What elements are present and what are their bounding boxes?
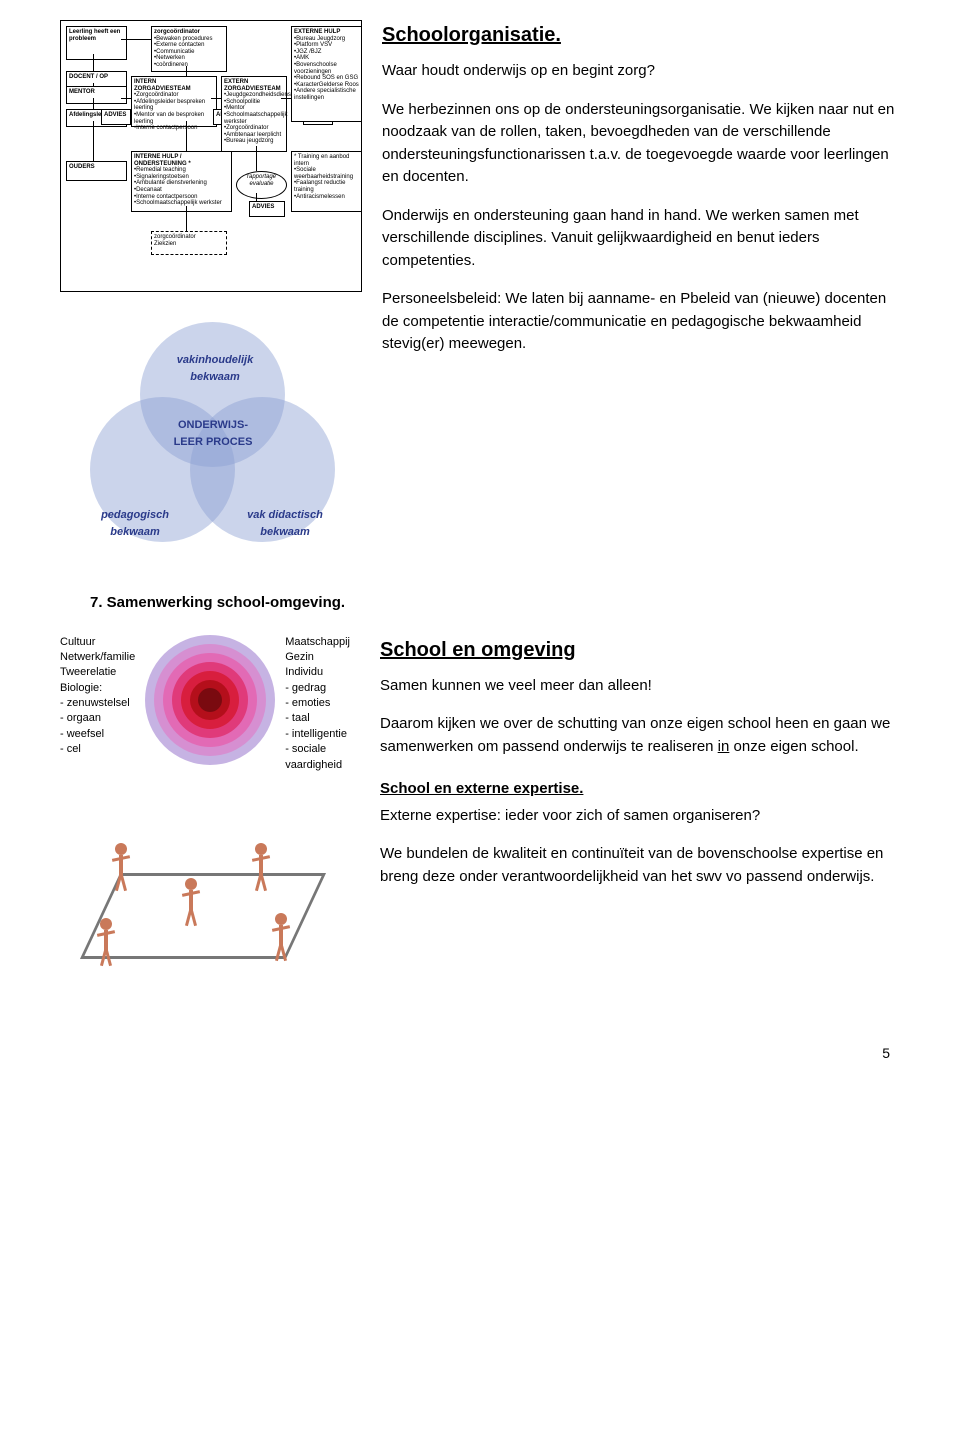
target-labels-left: CultuurNetwerk/familieTweerelatieBiologi… <box>60 635 135 758</box>
flowchart-zorgco-bottom: zorgcoördinatorZiekzien <box>151 231 227 255</box>
section2-para1-underlined: in <box>718 738 730 755</box>
target-label-left: Cultuur <box>60 635 135 650</box>
target-label-left: - cel <box>60 742 135 757</box>
flowchart-box: MENTOR <box>66 86 127 104</box>
flowchart-connector <box>256 146 257 171</box>
target-label-right: - intelligentie <box>285 727 360 742</box>
flowchart-connector <box>256 193 257 201</box>
flowchart-connector <box>281 98 291 99</box>
flowchart-box: ADVIES <box>249 201 285 217</box>
people-sketch <box>60 813 360 983</box>
section1-text: Schoolorganisatie. Waar houdt onderwijs … <box>382 20 900 372</box>
target-label-right: - gedrag <box>285 681 360 696</box>
page-number: 5 <box>60 1043 900 1064</box>
target-label-right: Individu <box>285 665 360 680</box>
section2-intro: Samen kunnen we veel meer dan alleen! <box>380 675 900 698</box>
section2-sub1-q: Externe expertise: ieder voor zich of sa… <box>380 805 900 828</box>
section2-para1: Daarom kijken we over de schutting van o… <box>380 713 900 758</box>
section2-para2: We bundelen de kwaliteit en continuïteit… <box>380 843 900 888</box>
section1-title: Schoolorganisatie. <box>382 20 900 50</box>
flowchart-connector <box>186 121 187 151</box>
target-label-right: - sociale vaardigheid <box>285 742 360 773</box>
flowchart-box: INTERN ZORGADVIESTEAM•Zorgcoördinator•Af… <box>131 76 217 127</box>
section-school-omgeving: CultuurNetwerk/familieTweerelatieBiologi… <box>60 635 900 984</box>
target-label-left: - zenuwstelsel <box>60 696 135 711</box>
flowchart-box: EXTERNE HULP•Bureau Jeugdzorg•Platform V… <box>291 26 362 122</box>
target-label-right: - taal <box>285 711 360 726</box>
flowchart-box: zorgcoördinator•Bewaken procedures•Exter… <box>151 26 227 72</box>
section1-para1: We herbezinnen ons op de ondersteuningso… <box>382 99 900 189</box>
target-ring <box>198 688 222 712</box>
flowchart-connector <box>93 54 94 71</box>
flowchart-box: OUDERS <box>66 161 127 181</box>
target-label-right: Maatschappij <box>285 635 360 650</box>
target-label-left: Biologie: <box>60 681 135 696</box>
target-label-left: Tweerelatie <box>60 665 135 680</box>
target-label-left: Netwerk/familie <box>60 650 135 665</box>
flowchart-connector <box>186 206 187 231</box>
flowchart-box: * Training en aanbod intern•Sociale weer… <box>291 151 362 212</box>
section-schoolorganisatie: Leerling heeft een probleemDOCENT / OPME… <box>60 20 900 552</box>
flowchart-connector <box>93 98 94 109</box>
section2-title: School en omgeving <box>380 635 900 665</box>
flowchart-connector <box>121 39 151 40</box>
target-label-left: - orgaan <box>60 711 135 726</box>
target-rings <box>145 635 275 765</box>
section1-para2: Onderwijs en ondersteuning gaan hand in … <box>382 205 900 273</box>
venn-label-center: ONDERWIJS-LEER PROCES <box>168 417 258 450</box>
section2-sub1: School en externe expertise. <box>380 778 900 801</box>
target-diagram: CultuurNetwerk/familieTweerelatieBiologi… <box>60 635 360 774</box>
flowchart-box: Leerling heeft een probleem <box>66 26 127 60</box>
section2-text: School en omgeving Samen kunnen we veel … <box>380 635 900 905</box>
stick-figure <box>270 913 292 947</box>
target-label-right: - emoties <box>285 696 360 711</box>
flowchart-box: INTERNE HULP / ONDERSTEUNING *•Remedial … <box>131 151 232 212</box>
heading-7: 7. Samenwerking school-omgeving. <box>90 592 900 615</box>
flowchart-connector <box>186 66 187 76</box>
flowchart-box: EXTERN ZORGADVIESTEAM•Jeugdgezondheidsdi… <box>221 76 287 152</box>
section2-para1b: onze eigen school. <box>729 738 858 755</box>
flowchart-box: ADVIES <box>101 109 131 125</box>
stick-figure <box>95 918 117 952</box>
target-labels-right: MaatschappijGezinIndividu- gedrag- emoti… <box>285 635 360 774</box>
stick-figure <box>180 878 202 912</box>
stick-figure <box>250 843 272 877</box>
flowchart-connector <box>121 98 131 99</box>
section1-intro: Waar houdt onderwijs op en begint zorg? <box>382 60 900 83</box>
stick-figure <box>110 843 132 877</box>
target-label-left: - weefsel <box>60 727 135 742</box>
venn-diagram: vakinhoudelijk bekwaam pedagogisch bekwa… <box>60 322 360 552</box>
flowchart-rapportage: rapportageevaluatie <box>236 171 287 199</box>
document-page: Leerling heeft een probleemDOCENT / OPME… <box>0 0 960 1104</box>
flowchart-connector <box>93 83 94 86</box>
flowchart-connector <box>211 98 221 99</box>
section1-graphics: Leerling heeft een probleemDOCENT / OPME… <box>60 20 362 552</box>
target-label-right: Gezin <box>285 650 360 665</box>
section2-graphics: CultuurNetwerk/familieTweerelatieBiologi… <box>60 635 360 984</box>
venn-label-top: vakinhoudelijk bekwaam <box>170 352 260 385</box>
venn-label-left: pedagogisch bekwaam <box>90 507 180 540</box>
flowchart-connector <box>93 121 94 161</box>
venn-label-right: vak didactisch bekwaam <box>235 507 335 540</box>
section1-para3: Personeelsbeleid: We laten bij aanname- … <box>382 288 900 356</box>
flowchart-diagram: Leerling heeft een probleemDOCENT / OPME… <box>60 20 362 292</box>
